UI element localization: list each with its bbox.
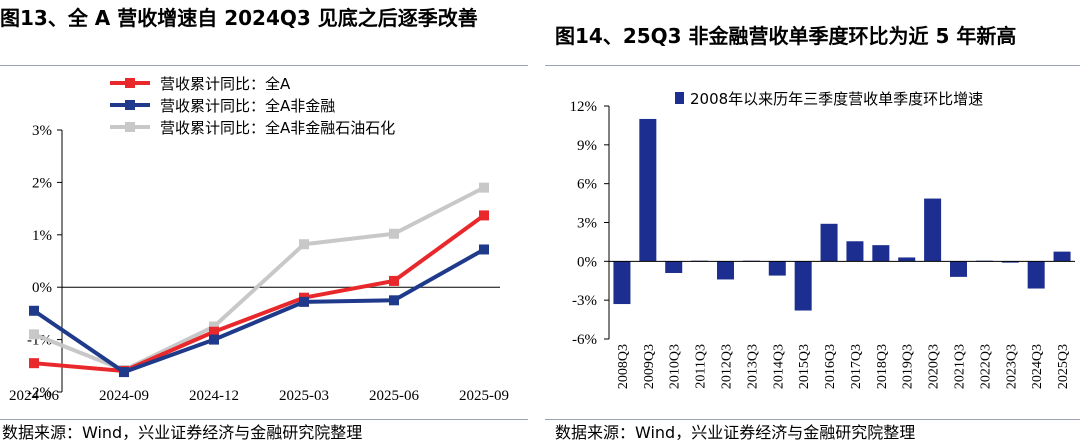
legend-swatch-marker — [125, 122, 135, 132]
data-point — [479, 210, 489, 221]
x-tick-label: 2013Q3 — [745, 344, 760, 389]
data-point — [389, 275, 399, 286]
y-tick-label: 2% — [32, 175, 52, 191]
bar — [1001, 261, 1019, 263]
x-tick-label: 2011Q3 — [694, 344, 709, 389]
bar — [846, 241, 864, 262]
x-tick-label: 2024-09 — [99, 388, 149, 404]
bar — [1053, 251, 1071, 262]
bar — [872, 245, 890, 262]
left-source-note: 数据来源：Wind，兴业证券经济与金融研究院整理 — [2, 423, 363, 442]
x-tick-label: 2012Q3 — [720, 344, 735, 389]
data-point — [119, 367, 129, 378]
data-point — [389, 228, 399, 239]
data-point — [209, 321, 219, 332]
series-line — [33, 185, 485, 372]
legend-swatch — [675, 92, 684, 104]
left-title-divider — [0, 65, 528, 66]
x-tick-label: 2025-06 — [369, 388, 419, 404]
bar — [924, 198, 942, 262]
left-chart-panel: 图13、全 A 营收增速自 2024Q3 见底之后逐季改善 -2% -1% 0% 1%… — [0, 0, 530, 446]
bar — [639, 118, 657, 262]
y-tick-label: -3% — [572, 293, 597, 309]
x-tick-label: 2025Q3 — [1056, 344, 1071, 389]
bar — [820, 223, 838, 262]
data-point — [479, 182, 489, 193]
x-tick-label: 2025-09 — [459, 388, 509, 404]
bar-chart: -6% -3% 0% 3% 6% 9% 12% 2008Q3 2009Q3 2010Q3 2011Q… — [570, 90, 1075, 389]
bar — [717, 261, 734, 280]
y-tick-label: 0% — [577, 254, 597, 270]
data-point — [299, 239, 309, 250]
legend-swatch-marker — [125, 78, 135, 88]
data-point — [209, 326, 219, 337]
x-tick-label: 2021Q3 — [953, 344, 968, 389]
x-tick-label: 2008Q3 — [616, 344, 631, 389]
bar — [898, 257, 916, 262]
data-point — [29, 358, 39, 369]
right-source-divider — [545, 419, 1080, 420]
y-tick-label: 9% — [577, 138, 597, 154]
x-tick-label: 2018Q3 — [875, 344, 890, 389]
x-tick-label: 2025-03 — [279, 388, 329, 404]
x-tick-label: 2016Q3 — [823, 344, 838, 389]
y-tick-label: 3% — [32, 123, 52, 139]
left-source-divider — [0, 419, 528, 420]
legend-swatch-marker — [125, 100, 135, 110]
series-line — [32, 247, 485, 375]
right-title-divider — [545, 65, 1080, 66]
x-tick-label: 2009Q3 — [642, 344, 657, 389]
x-tick-label: 2023Q3 — [1004, 344, 1019, 389]
legend-label: 营收累计同比：全A非金融 — [160, 97, 335, 115]
bar — [794, 261, 812, 311]
y-tick-label: 3% — [577, 216, 597, 232]
y-tick-label: 6% — [577, 177, 597, 193]
legend-label: 营收累计同比：全A — [160, 75, 291, 93]
y-tick-label: -6% — [572, 332, 597, 348]
bar — [613, 261, 631, 305]
bar — [950, 261, 967, 277]
y-tick-label: 1% — [32, 228, 52, 244]
x-tick-label: 2014Q3 — [771, 344, 786, 389]
data-point — [29, 329, 39, 340]
bar — [1027, 261, 1045, 289]
right-chart-title: 图14、25Q3 非金融营收单季度环比为近 5 年新高 — [555, 24, 1017, 48]
data-point — [29, 305, 39, 316]
x-tick-label: 2024Q3 — [1030, 344, 1045, 389]
x-tick-label: 2010Q3 — [668, 344, 683, 389]
y-tick-label: -2% — [27, 385, 52, 401]
legend-label: 2008年以来历年三季度营收单季度环比增速 — [690, 90, 983, 108]
bar — [665, 261, 683, 273]
x-tick-label: 2019Q3 — [901, 344, 916, 389]
right-source-note: 数据来源：Wind，兴业证券经济与金融研究院整理 — [555, 423, 916, 442]
bar — [768, 261, 786, 276]
data-point — [299, 296, 309, 307]
series-line — [33, 213, 486, 374]
data-point — [209, 334, 219, 345]
x-tick-label: 2022Q3 — [978, 344, 993, 389]
x-tick-label: 2017Q3 — [849, 344, 864, 389]
y-tick-label: 0% — [32, 280, 52, 296]
x-tick-label: 2024-06 — [9, 388, 59, 404]
line-chart: -2%-1%0%1%2%3%2024-06 2024-09 2024-12 2025-… — [9, 75, 509, 404]
data-point — [479, 244, 489, 255]
x-tick-label: 2020Q3 — [927, 344, 942, 389]
right-chart-panel: 图14、25Q3 非金融营收单季度环比为近 5 年新高 -6% -3% 0% 3% 6%… — [545, 0, 1080, 446]
left-chart-title: 图13、全 A 营收增速自 2024Q3 见底之后逐季改善 — [0, 6, 478, 30]
y-tick-label: 12% — [570, 99, 598, 115]
x-tick-label: 2024-12 — [189, 388, 239, 404]
legend-label: 营收累计同比：全A非金融石油石化 — [160, 119, 395, 137]
x-tick-label: 2015Q3 — [797, 344, 812, 389]
data-point — [389, 295, 399, 306]
